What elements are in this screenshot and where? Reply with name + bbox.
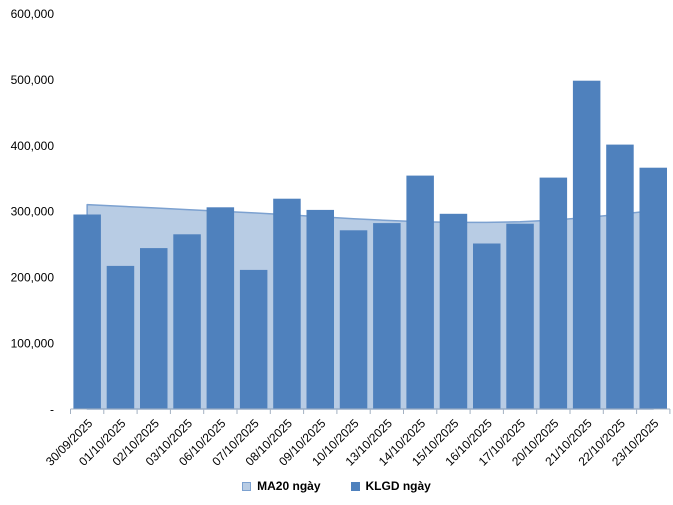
volume-bar [439, 213, 468, 409]
y-axis-label: 400,000 [11, 139, 55, 153]
volume-bar [140, 248, 168, 409]
y-axis-label: 200,000 [11, 271, 55, 285]
y-axis-label: 300,000 [11, 205, 55, 219]
volume-bar [306, 209, 334, 409]
volume-bar [106, 265, 135, 409]
y-axis-label: 100,000 [11, 337, 55, 351]
legend-label-ma20: MA20 ngày [257, 479, 321, 493]
volume-bar [639, 167, 667, 409]
volume-bar [239, 269, 268, 409]
y-axis-label: - [50, 403, 54, 417]
volume-bar [473, 243, 501, 409]
volume-bar [572, 80, 601, 409]
legend-label-klgd: KLGD ngày [365, 479, 431, 493]
ma20-area [86, 203, 654, 410]
volume-bar [539, 177, 568, 409]
volume-bar [206, 207, 235, 409]
legend-item-ma20: MA20 ngày [242, 479, 321, 493]
volume-bar [73, 214, 101, 409]
volume-bar [173, 234, 201, 409]
volume-bar [606, 144, 634, 409]
volume-bar [406, 175, 434, 409]
y-axis-label: 600,000 [11, 7, 55, 21]
y-axis-label: 500,000 [11, 73, 55, 87]
volume-bar [339, 230, 368, 409]
ma20-legend-swatch-icon [242, 481, 252, 491]
volume-bar [506, 223, 534, 409]
volume-bar [373, 223, 401, 409]
volume-bar [273, 198, 301, 409]
klgd-legend-swatch-icon [350, 481, 360, 491]
chart-legend: MA20 ngày KLGD ngày [0, 479, 673, 493]
legend-item-klgd: KLGD ngày [350, 479, 431, 493]
